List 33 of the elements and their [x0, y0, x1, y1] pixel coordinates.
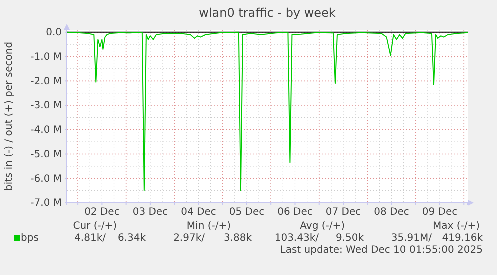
y-tick-label: -2.0 M: [30, 76, 62, 88]
chart-title: wlan0 traffic - by week: [199, 6, 336, 20]
legend-label: bps: [21, 233, 39, 244]
y-tick-label: -5.0 M: [30, 149, 62, 160]
text: 3.88k: [224, 233, 252, 244]
y-tick-label: -4.0 M: [30, 125, 62, 136]
text: 4.81k/: [74, 233, 107, 244]
text: Last update: Wed Dec 10 01:55:00 2025: [280, 245, 483, 256]
text: 9.50k: [336, 233, 364, 244]
text: Max (-/+): [432, 221, 480, 232]
y-tick-label: -1.0 M: [30, 52, 62, 64]
y-tick-label: -3.0 M: [30, 100, 62, 112]
text: 6.34k: [118, 233, 146, 244]
text: Avg (-/+): [300, 221, 346, 232]
x-tick-label: 06 Dec: [278, 207, 313, 218]
y-tick-label: -6.0 M: [30, 174, 62, 185]
text: 419.16k: [442, 233, 484, 244]
text: 35.91M/: [391, 233, 433, 244]
x-tick-label: 08 Dec: [374, 207, 410, 218]
x-tick-label: 09 Dec: [422, 207, 458, 218]
text: 103.43k/: [274, 233, 320, 244]
x-tick-label: 03 Dec: [132, 207, 168, 218]
x-tick-label: 05 Dec: [229, 207, 265, 218]
text: 2.97k/: [174, 233, 206, 244]
x-tick-label: 02 Dec: [84, 207, 120, 218]
x-tick-label: 07 Dec: [326, 207, 362, 218]
y-axis-title: bits in (-) / out (+) per second: [4, 42, 15, 192]
text: Cur (-/+): [73, 221, 118, 232]
text: Min (-/+): [186, 221, 232, 232]
x-tick-label: 04 Dec: [181, 207, 216, 218]
y-tick-label: 0.0: [46, 28, 62, 39]
line-series: [66, 32, 468, 192]
y-tick-label: -7.0 M: [30, 198, 62, 210]
